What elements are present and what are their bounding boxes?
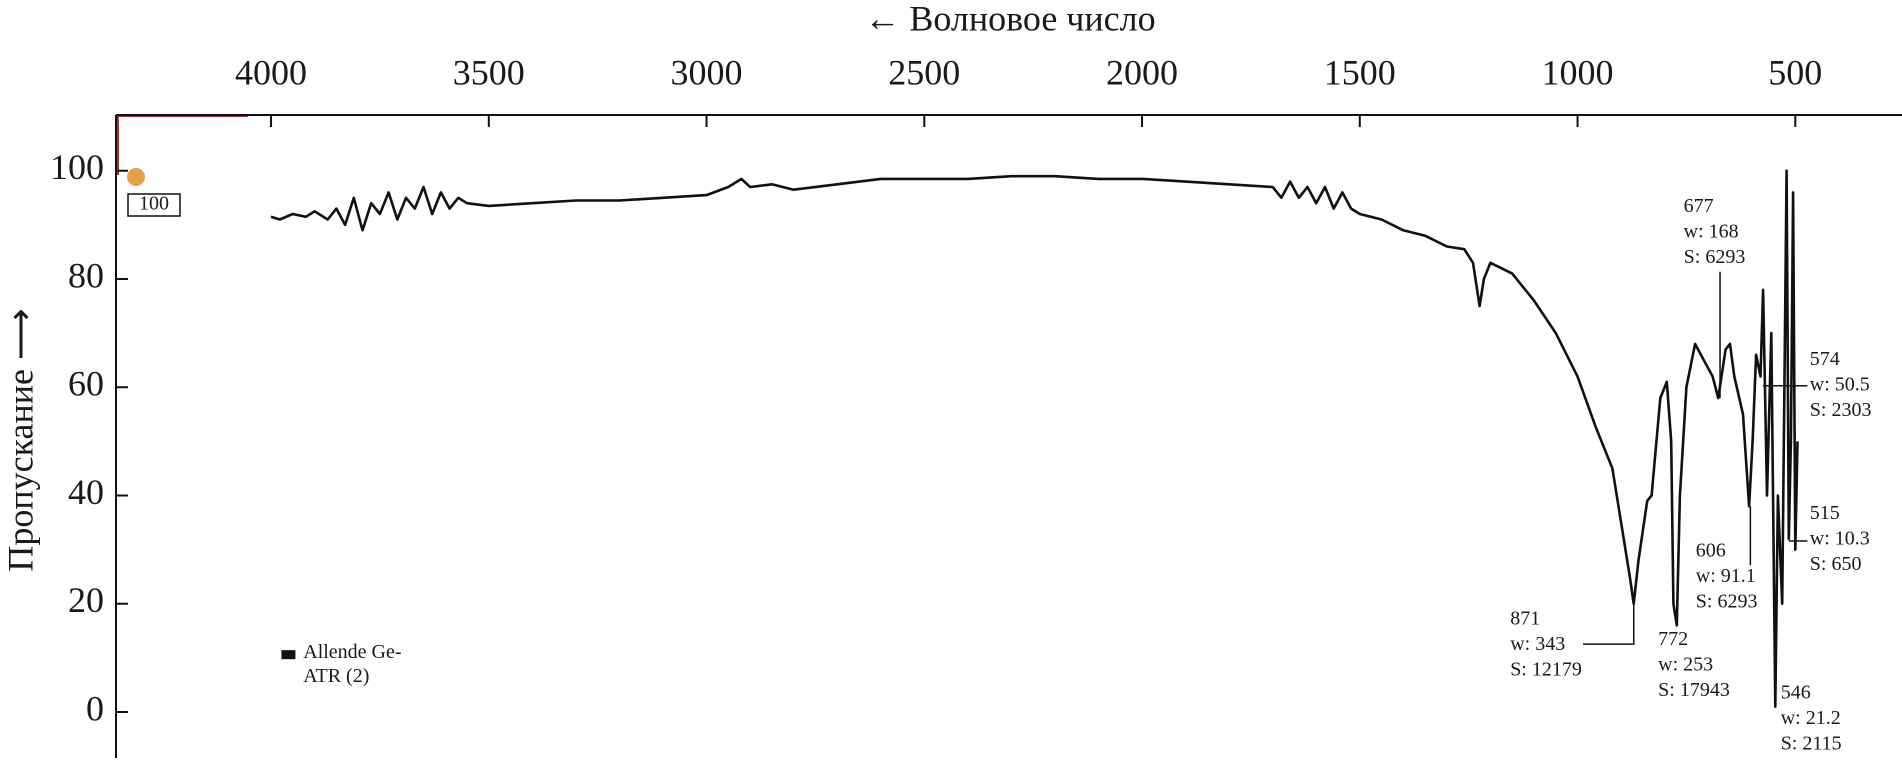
peak-label: 871 (1510, 607, 1540, 629)
cursor-box (127, 193, 181, 217)
legend-label: Allende Ge-ATR (2) (303, 641, 402, 688)
x-axis-label: ← Волновое число (864, 0, 1155, 38)
y-tick-label: 100 (50, 147, 104, 187)
peak-label: w: 168 (1684, 220, 1739, 242)
peak-label: 606 (1696, 540, 1726, 562)
peak-label: 677 (1684, 195, 1714, 217)
y-tick-label: 0 (86, 688, 104, 728)
x-tick-label: 2000 (1106, 52, 1178, 92)
x-tick-label: 1500 (1324, 52, 1396, 92)
peak-label: 546 (1781, 681, 1811, 703)
peak-label: w: 10.3 (1810, 527, 1870, 549)
peak-label: w: 253 (1658, 654, 1713, 676)
peak-leader (1582, 603, 1635, 645)
peak-label: S: 12179 (1510, 658, 1582, 680)
peak-label: w: 343 (1510, 633, 1565, 655)
legend: Allende Ge-ATR (2) (303, 641, 402, 688)
peak-label: S: 2115 (1781, 732, 1842, 754)
y-axis-label: Пропускание ⟶ (0, 308, 40, 571)
peak-label: S: 6293 (1684, 246, 1746, 268)
cursor-frame (117, 115, 248, 175)
peak-label: 574 (1810, 348, 1840, 370)
cursor-hand (127, 168, 145, 186)
peak-label: S: 6293 (1696, 590, 1758, 612)
x-tick-label: 500 (1768, 52, 1822, 92)
x-tick-label: 1000 (1542, 52, 1614, 92)
peak-label: S: 17943 (1658, 679, 1730, 701)
peak-label: 515 (1810, 502, 1840, 524)
cursor-label: 100 (139, 193, 169, 215)
y-tick-label: 80 (68, 255, 104, 295)
x-tick-label: 2500 (888, 52, 960, 92)
y-tick-label: 60 (68, 364, 104, 404)
peak-label: S: 650 (1810, 553, 1862, 575)
legend-swatch (281, 650, 296, 660)
spectrum-line (270, 169, 1799, 708)
peak-label: w: 21.2 (1781, 707, 1841, 729)
peak-label: 772 (1658, 628, 1688, 650)
x-tick-label: 3000 (671, 52, 743, 92)
x-tick-label: 3500 (453, 52, 525, 92)
peak-label: w: 91.1 (1696, 565, 1756, 587)
y-tick-label: 20 (68, 580, 104, 620)
peak-label: w: 50.5 (1810, 373, 1870, 395)
peak-label: S: 2303 (1810, 399, 1872, 421)
x-tick-label: 4000 (235, 52, 307, 92)
y-tick-label: 40 (68, 472, 104, 512)
